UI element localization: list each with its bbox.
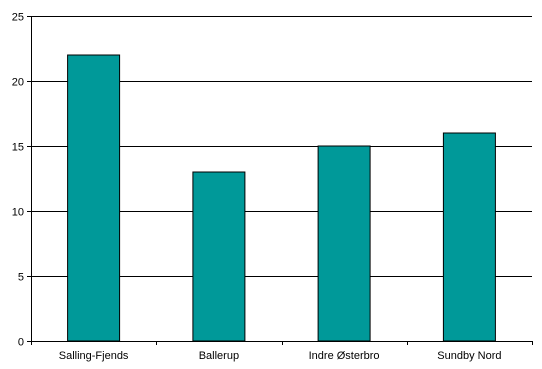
y-tick-label: 0 — [18, 337, 24, 349]
y-tick-labels: 0 5 10 15 20 25 — [12, 12, 24, 349]
y-tick-label: 10 — [12, 207, 24, 219]
y-tick-label: 15 — [12, 142, 24, 154]
y-tick-label: 5 — [18, 272, 24, 284]
x-tick-labels: Salling-Fjends Ballerup Indre Østerbro Sund… — [59, 350, 502, 362]
axes — [27, 16, 533, 345]
bars — [67, 54, 496, 342]
x-tick-label: Salling-Fjends — [59, 350, 129, 362]
x-tick-label: Sundby Nord — [437, 350, 501, 362]
bar-ballerup — [192, 171, 246, 342]
x-tick-label: Ballerup — [199, 350, 239, 362]
bar-sundby-nord — [442, 132, 496, 342]
bar-indre-sterbro — [317, 145, 371, 342]
x-tick-label: Indre Østerbro — [309, 350, 380, 362]
bar-salling-fjends — [67, 54, 121, 342]
y-tick-label: 20 — [12, 77, 24, 89]
y-tick-label: 25 — [12, 12, 24, 24]
